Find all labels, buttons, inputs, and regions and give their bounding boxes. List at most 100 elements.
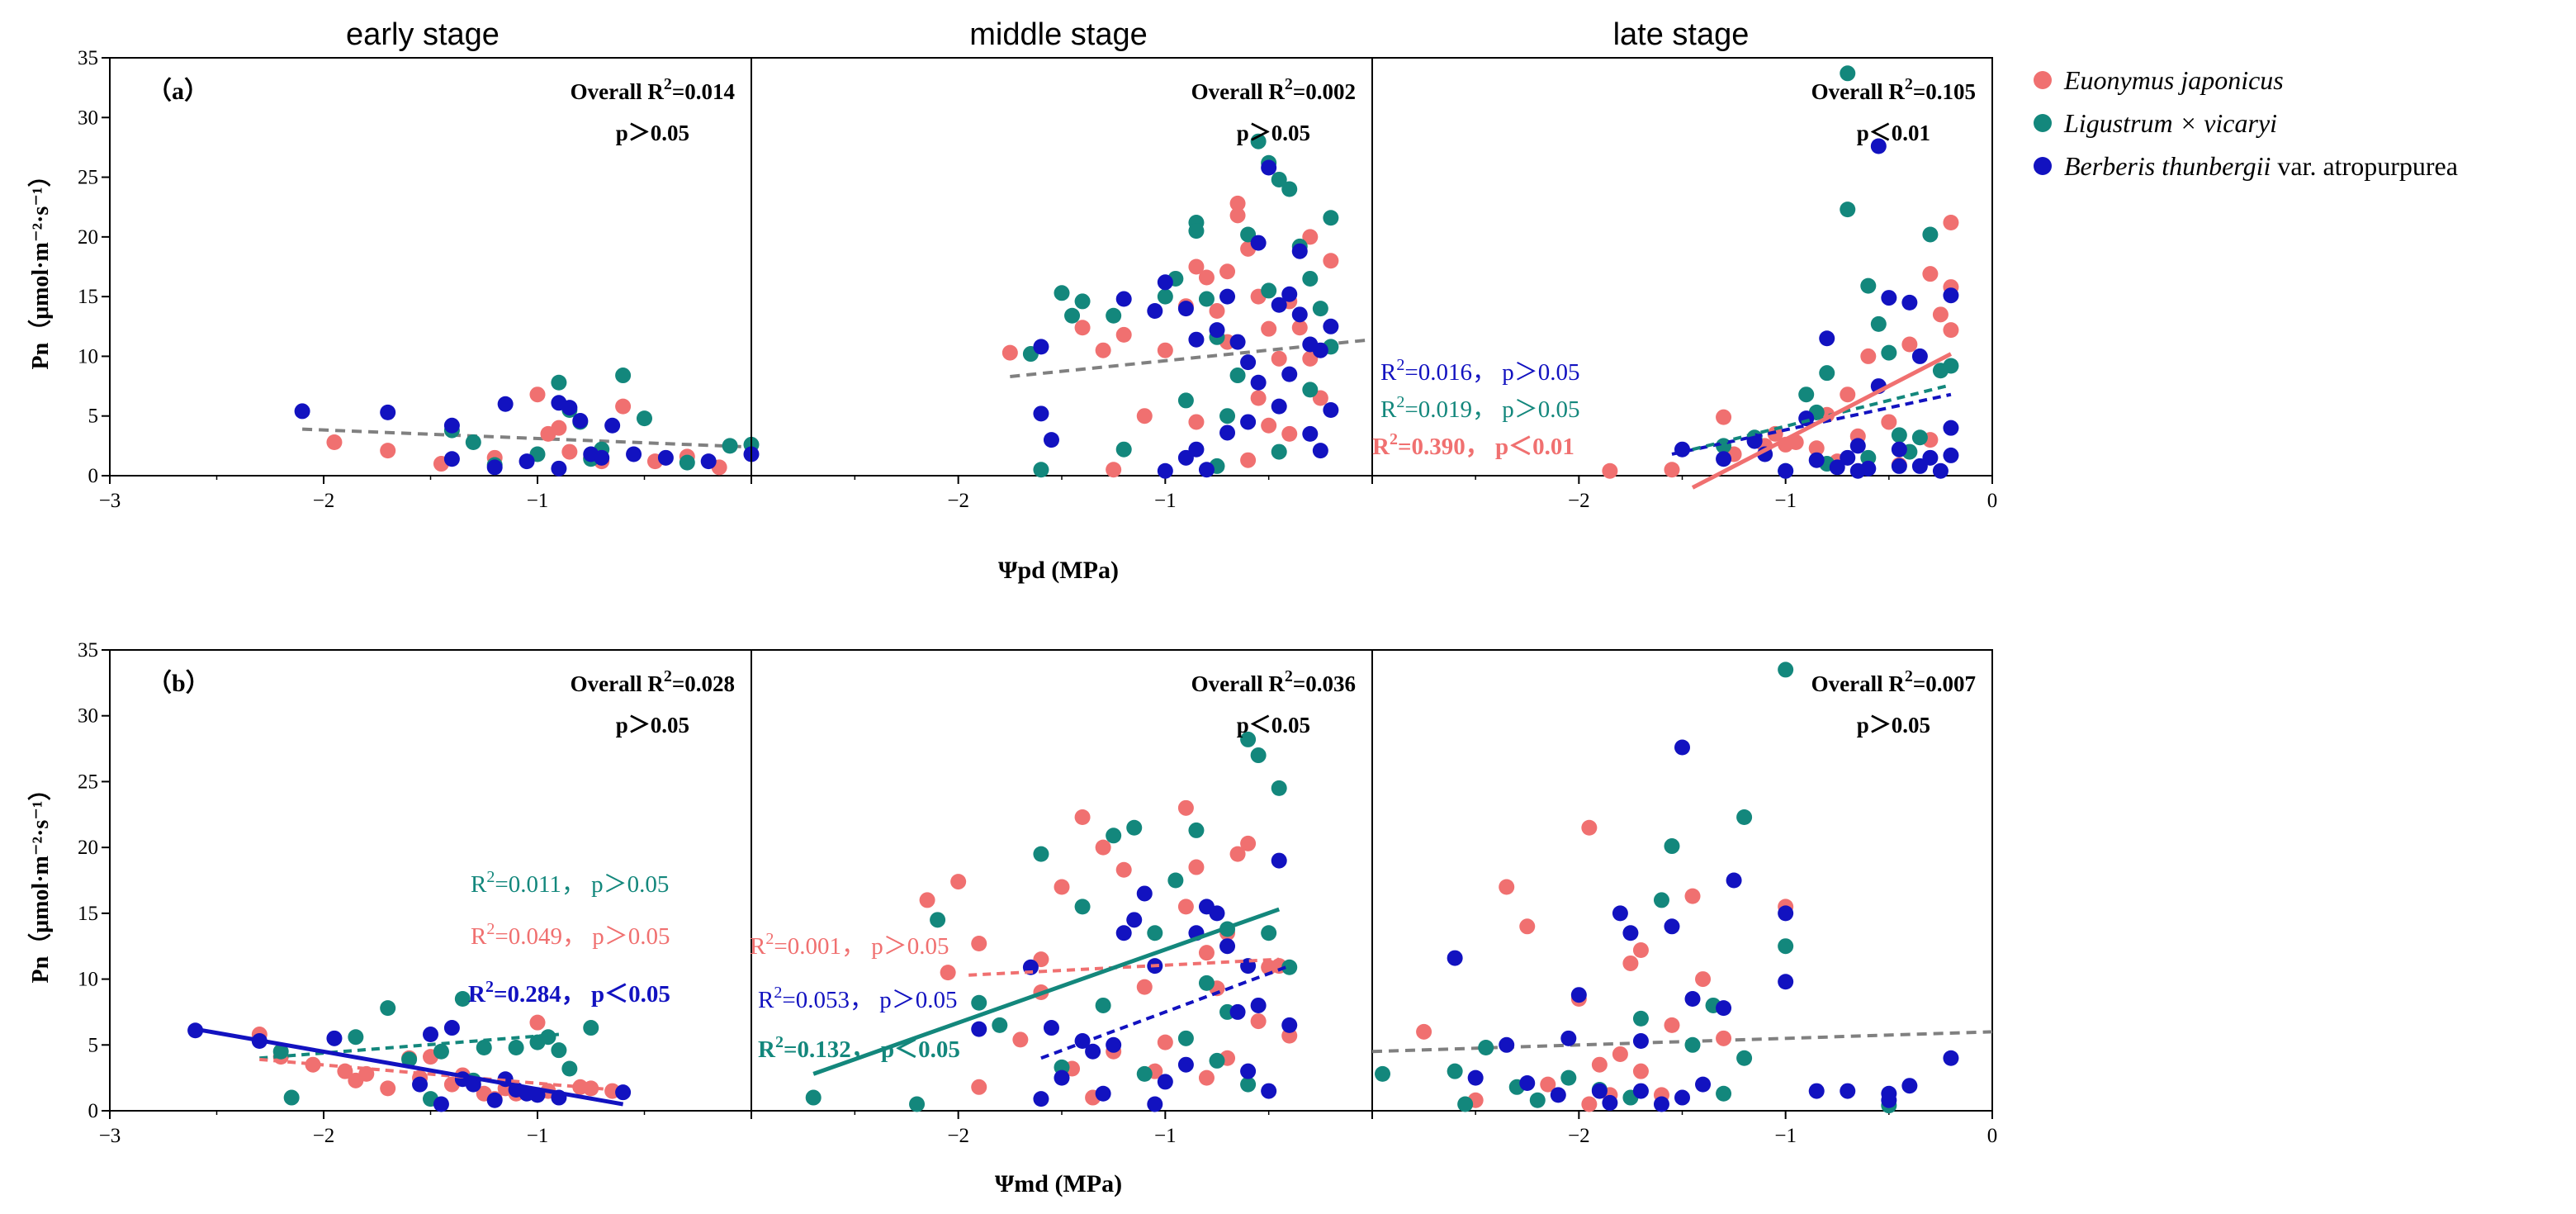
data-point bbox=[1250, 374, 1267, 391]
data-point bbox=[1209, 322, 1225, 339]
series-berberis bbox=[294, 395, 760, 477]
data-point bbox=[358, 1065, 375, 1082]
data-point bbox=[1302, 270, 1319, 287]
data-point bbox=[626, 446, 642, 462]
data-point bbox=[1891, 458, 1907, 474]
x-tick-label: −1 bbox=[527, 490, 549, 512]
overall-fit-line bbox=[302, 427, 752, 449]
x-tick-label: −2 bbox=[1568, 1125, 1590, 1147]
data-point bbox=[1312, 443, 1328, 459]
data-point bbox=[1943, 322, 1959, 339]
data-point bbox=[1911, 429, 1928, 446]
data-point bbox=[1932, 462, 1949, 479]
data-point bbox=[1901, 1078, 1918, 1094]
data-point bbox=[561, 400, 578, 416]
data-point bbox=[1229, 368, 1246, 384]
data-point bbox=[1840, 65, 1856, 82]
data-point bbox=[1012, 1031, 1029, 1048]
data-point bbox=[1778, 938, 1794, 955]
data-point bbox=[583, 1020, 599, 1036]
data-point bbox=[465, 434, 481, 451]
data-point bbox=[1177, 449, 1194, 466]
data-point bbox=[1736, 1050, 1753, 1066]
data-point bbox=[380, 1000, 396, 1017]
x-tick-label: −2 bbox=[313, 1125, 335, 1147]
series-euonymus bbox=[1416, 819, 1794, 1112]
data-point bbox=[1622, 925, 1639, 941]
data-point bbox=[1664, 838, 1680, 855]
data-point bbox=[1901, 294, 1918, 311]
legend-marker-euonymus bbox=[2034, 71, 2052, 89]
data-point bbox=[401, 1051, 418, 1068]
data-point bbox=[1229, 846, 1246, 862]
x-tick-label: −1 bbox=[527, 1125, 549, 1147]
data-point bbox=[700, 453, 717, 470]
data-point bbox=[679, 454, 695, 471]
data-point bbox=[1674, 1089, 1690, 1106]
data-point bbox=[1136, 408, 1153, 424]
data-point bbox=[380, 443, 396, 459]
data-point bbox=[1198, 462, 1215, 478]
y-tick-label: 0 bbox=[88, 465, 99, 487]
stage-title-middle: middle stage bbox=[969, 17, 1147, 52]
data-point bbox=[1870, 138, 1887, 154]
data-point bbox=[1684, 1036, 1701, 1053]
data-point bbox=[412, 1076, 429, 1093]
data-point bbox=[1177, 1056, 1194, 1073]
data-point bbox=[1632, 1010, 1649, 1027]
x-tick-label: −2 bbox=[947, 1125, 969, 1147]
data-point bbox=[1499, 879, 1515, 895]
y-tick-label: 10 bbox=[78, 345, 98, 368]
data-point bbox=[326, 434, 343, 451]
data-point bbox=[1632, 1083, 1649, 1099]
data-point bbox=[615, 1084, 632, 1101]
data-point bbox=[1085, 1043, 1101, 1060]
data-point bbox=[1664, 918, 1680, 935]
data-point bbox=[1064, 307, 1081, 324]
legend-marker-ligustrum bbox=[2034, 114, 2052, 132]
legend-item: Ligustrum × vicaryi bbox=[2034, 108, 2277, 138]
data-point bbox=[1716, 1085, 1732, 1102]
x-tick-label: −3 bbox=[99, 490, 121, 512]
data-point bbox=[1808, 452, 1825, 468]
data-point bbox=[561, 443, 578, 460]
data-point bbox=[1033, 846, 1049, 862]
fit-line-ligustrum bbox=[812, 907, 1281, 1076]
data-point bbox=[909, 1096, 926, 1112]
data-point bbox=[1095, 342, 1111, 358]
data-point bbox=[1447, 1063, 1463, 1079]
fit-label-ligustrum: R2=0.011， p＞0.05 bbox=[471, 868, 669, 898]
data-point bbox=[551, 374, 567, 391]
data-point bbox=[1860, 449, 1877, 466]
y-tick-label: 5 bbox=[88, 405, 99, 428]
data-point bbox=[1622, 955, 1639, 971]
data-point bbox=[1271, 852, 1287, 869]
panel-early: −3 −2 −1 Overall R2=0.014 p＞0.05 bbox=[99, 75, 760, 512]
data-point bbox=[283, 1089, 300, 1106]
fit-line-euonymus bbox=[259, 1057, 613, 1092]
data-point bbox=[476, 1039, 492, 1055]
data-point bbox=[1219, 288, 1236, 305]
data-point bbox=[433, 1096, 449, 1112]
data-point bbox=[1033, 339, 1049, 355]
overall-r2: Overall R2=0.007 bbox=[1811, 667, 1976, 696]
data-point bbox=[486, 1092, 503, 1108]
data-point bbox=[1281, 286, 1298, 302]
row-frame bbox=[109, 57, 1993, 477]
overall-r2: Overall R2=0.105 bbox=[1811, 75, 1976, 104]
panel-label: （a） bbox=[147, 77, 209, 105]
data-point bbox=[1891, 427, 1907, 443]
y-tick-label: 15 bbox=[78, 286, 98, 308]
data-point bbox=[1478, 1039, 1494, 1055]
data-point bbox=[1240, 354, 1257, 371]
series-berberis bbox=[1033, 159, 1339, 479]
data-point bbox=[805, 1089, 822, 1106]
data-point bbox=[1808, 1083, 1825, 1099]
data-point bbox=[1581, 819, 1598, 836]
data-point bbox=[1674, 739, 1690, 756]
data-point bbox=[1229, 207, 1246, 224]
data-point bbox=[1281, 366, 1298, 382]
data-point bbox=[583, 1080, 599, 1097]
y-tick-label: 25 bbox=[78, 771, 98, 793]
data-point bbox=[1943, 215, 1959, 231]
